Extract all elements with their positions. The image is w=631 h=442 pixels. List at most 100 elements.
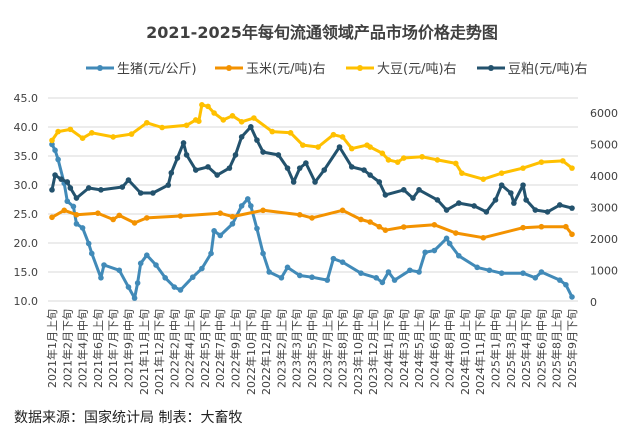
data-point: [248, 124, 254, 130]
x-tick-label: 2025年1月中旬: [489, 309, 503, 388]
data-point: [119, 184, 126, 190]
data-point: [348, 145, 355, 152]
data-point: [67, 126, 74, 133]
data-point: [483, 209, 490, 215]
data-point: [85, 185, 92, 191]
data-point: [452, 230, 459, 236]
data-point: [336, 144, 343, 150]
data-point: [248, 203, 254, 209]
left-tick-label: 30.0: [14, 179, 39, 192]
data-point: [174, 155, 181, 161]
x-tick-label: 2022年9月上旬: [229, 309, 243, 388]
data-point: [64, 179, 71, 185]
data-point: [229, 113, 236, 119]
data-point: [296, 211, 303, 218]
x-tick-label: 2021年4月中旬: [76, 309, 90, 388]
series-line: [50, 103, 573, 181]
data-point: [251, 115, 257, 121]
data-point: [511, 200, 517, 206]
data-point: [55, 128, 61, 135]
data-point: [443, 235, 450, 242]
x-tick-label: 2021年11月上旬: [137, 309, 151, 395]
data-point: [162, 275, 168, 281]
data-point: [244, 196, 251, 202]
x-tick-label: 2024年1月下旬: [381, 309, 395, 388]
data-point: [385, 157, 392, 163]
data-point: [144, 119, 150, 126]
x-tick-label: 2021年2月下旬: [60, 309, 74, 388]
x-tick-label: 2022年12月中旬: [259, 309, 273, 395]
data-point: [324, 277, 331, 283]
data-point: [330, 131, 337, 138]
data-point: [416, 187, 422, 193]
left-tick-label: 45.0: [14, 92, 39, 105]
x-tick-label: 2021年12月下旬: [152, 309, 166, 395]
data-point: [361, 167, 367, 173]
data-point: [498, 170, 505, 176]
data-point: [312, 179, 318, 185]
data-point: [217, 210, 224, 216]
data-point: [101, 262, 107, 268]
x-tick-label: 2024年5月上旬: [412, 309, 426, 388]
data-point: [321, 167, 328, 173]
data-point: [303, 160, 309, 166]
data-point: [49, 137, 55, 144]
data-point: [358, 270, 364, 276]
data-point: [339, 207, 346, 214]
data-point: [508, 190, 514, 196]
x-tick-label: 2025年4月下旬: [519, 309, 533, 388]
right-tick-label: 2000: [590, 233, 618, 246]
data-point: [339, 134, 346, 140]
data-point: [131, 220, 138, 226]
data-point: [480, 176, 487, 182]
data-point: [98, 275, 104, 281]
x-tick-label: 2024年10月上旬: [458, 309, 472, 395]
data-point: [116, 212, 123, 219]
data-point: [189, 274, 196, 281]
x-tick-label: 2025年6月中旬: [534, 309, 548, 388]
data-point: [208, 250, 214, 257]
data-point: [217, 232, 224, 239]
data-point: [443, 207, 450, 213]
data-point: [278, 275, 285, 281]
data-point: [284, 264, 291, 271]
data-point: [205, 103, 211, 110]
data-point: [226, 165, 233, 171]
data-point: [177, 213, 184, 219]
data-point: [98, 187, 104, 193]
data-point: [569, 294, 575, 300]
right-tick-label: 1000: [590, 265, 618, 278]
data-point: [480, 234, 487, 241]
x-tick-label: 2021年7月下旬: [106, 309, 120, 388]
data-point: [309, 274, 315, 281]
right-tick-label: 6000: [590, 107, 618, 120]
data-point: [523, 197, 529, 203]
series-0: [49, 141, 575, 301]
data-point: [125, 177, 132, 183]
x-tick-label: 2023年8月下旬: [336, 309, 350, 388]
data-point: [569, 165, 575, 171]
data-point: [556, 202, 563, 208]
data-point: [400, 224, 407, 230]
data-point: [520, 165, 526, 171]
right-tick-label: 3000: [590, 202, 618, 215]
data-point: [88, 130, 95, 136]
x-tick-label: 2024年11月下旬: [473, 309, 487, 395]
left-tick-label: 20.0: [14, 237, 39, 250]
data-point: [410, 195, 416, 201]
x-tick-label: 2022年4月上旬: [183, 309, 197, 388]
left-tick-label: 10.0: [14, 295, 39, 308]
data-point: [348, 164, 355, 170]
x-tick-label: 2023年12月上旬: [366, 309, 380, 395]
data-point: [563, 281, 569, 288]
data-point: [382, 192, 389, 198]
data-point: [532, 275, 539, 281]
data-point: [400, 187, 407, 193]
data-point: [339, 259, 346, 265]
data-point: [79, 225, 86, 231]
x-tick-label: 2023年5月中旬: [305, 309, 319, 388]
data-point: [309, 215, 315, 221]
data-point: [150, 190, 156, 196]
data-point: [165, 182, 172, 188]
series-2: [49, 102, 575, 182]
